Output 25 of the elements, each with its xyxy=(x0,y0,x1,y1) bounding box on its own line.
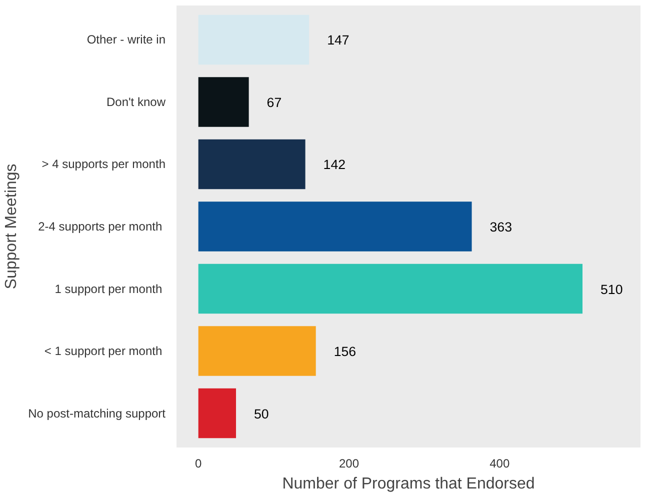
y-tick-label: 2-4 supports per month xyxy=(38,220,162,234)
data-label: 67 xyxy=(266,94,282,110)
bar xyxy=(198,202,472,252)
bar xyxy=(198,326,316,376)
data-label: 50 xyxy=(254,406,269,422)
bar xyxy=(198,388,236,438)
y-tick-label: No post-matching support xyxy=(28,406,166,420)
y-tick-label: > 4 supports per month xyxy=(42,157,166,172)
y-tick-label: Don't know xyxy=(106,94,166,109)
bar xyxy=(198,139,306,190)
data-label: 156 xyxy=(334,344,356,360)
y-tick-label: 1 support per month xyxy=(54,282,162,296)
data-label: 363 xyxy=(490,220,512,234)
data-label: 142 xyxy=(323,157,346,172)
x-tick-label: 200 xyxy=(338,456,360,470)
y-tick-label: Other - write in xyxy=(86,32,166,47)
bar xyxy=(198,264,582,314)
y-axis-title: Support Meetings xyxy=(3,164,20,290)
x-tick-label: 400 xyxy=(490,456,510,470)
data-label: 510 xyxy=(600,282,623,297)
x-tick-label: 0 xyxy=(195,456,202,470)
bar xyxy=(198,77,249,127)
data-label: 147 xyxy=(327,32,350,48)
x-axis-title: Number of Programs that Endorsed xyxy=(282,476,535,492)
y-tick-label: < 1 support per month xyxy=(44,344,162,358)
